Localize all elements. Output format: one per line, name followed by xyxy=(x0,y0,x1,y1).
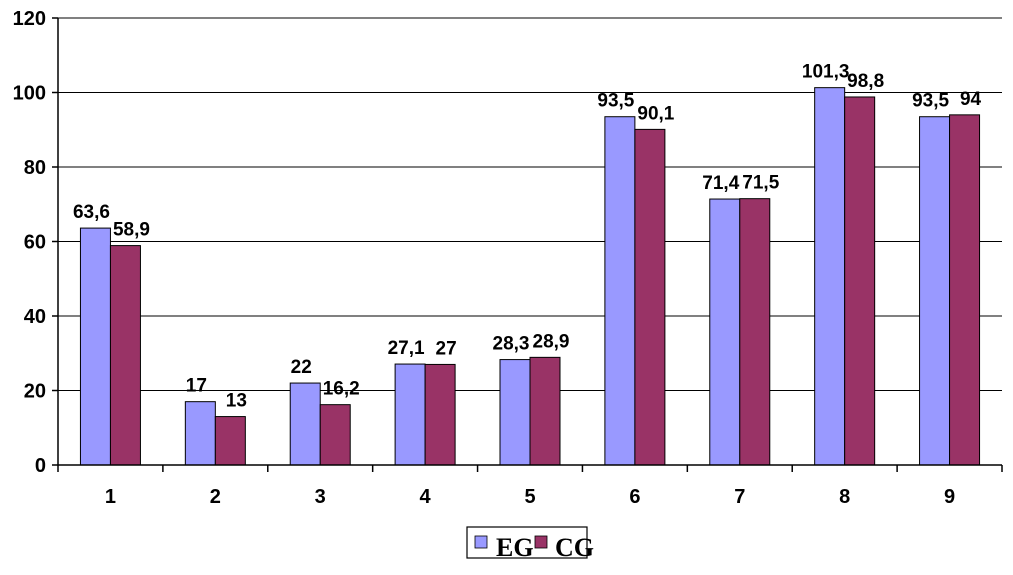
data-label: 27 xyxy=(436,338,457,359)
bar-eg-5 xyxy=(499,359,531,466)
legend-label-cg: CG xyxy=(555,533,594,562)
legend-swatch-cg xyxy=(534,535,548,549)
y-tick-label: 0 xyxy=(35,455,46,477)
bar-eg-3 xyxy=(289,382,321,466)
data-label: 94 xyxy=(960,89,982,110)
x-tick-label: 7 xyxy=(734,486,745,508)
data-label: 98,8 xyxy=(847,71,884,92)
y-tick-label: 60 xyxy=(24,232,46,254)
bar-cg-3 xyxy=(319,404,351,466)
y-tick-labels: 0 20 40 60 80 100 120 xyxy=(13,8,58,477)
data-label: 28,9 xyxy=(533,331,570,352)
bar-eg-2 xyxy=(184,401,216,466)
data-label: 13 xyxy=(226,391,247,412)
data-label: 16,2 xyxy=(323,379,360,400)
y-tick-label: 20 xyxy=(24,381,46,403)
data-label: 90,1 xyxy=(637,103,674,124)
data-label: 71,5 xyxy=(742,173,779,194)
bar-cg-1 xyxy=(109,245,141,466)
bar-eg-9 xyxy=(919,116,951,466)
bar-eg-1 xyxy=(79,227,111,466)
x-tick-label: 6 xyxy=(629,486,640,508)
data-label: 58,9 xyxy=(113,220,150,241)
data-label: 28,3 xyxy=(493,334,530,355)
x-tick-label: 5 xyxy=(524,486,535,508)
x-tick-label: 8 xyxy=(839,486,850,508)
x-tick-label: 4 xyxy=(420,486,432,508)
data-label: 71,4 xyxy=(702,173,739,194)
x-tick-label: 3 xyxy=(315,486,326,508)
bar-cg-5 xyxy=(529,356,561,466)
bars xyxy=(79,87,981,466)
data-label: 93,5 xyxy=(597,91,634,112)
data-label: 17 xyxy=(186,376,207,397)
bar-cg-4 xyxy=(424,363,456,466)
data-label: 63,6 xyxy=(73,202,110,223)
bar-eg-6 xyxy=(604,116,636,466)
bar-eg-8 xyxy=(814,87,846,466)
legend: EG CG xyxy=(466,526,594,562)
bar-cg-8 xyxy=(844,96,876,466)
y-tick-label: 120 xyxy=(13,8,46,30)
data-label: 22 xyxy=(291,357,312,378)
x-tick-labels: 1 2 3 4 5 6 7 8 9 xyxy=(57,465,1003,508)
x-tick-label: 9 xyxy=(944,486,955,508)
x-tick-label: 1 xyxy=(105,486,116,508)
data-label: 93,5 xyxy=(912,91,949,112)
legend-label-eg: EG xyxy=(496,533,534,562)
legend-swatch-eg xyxy=(474,535,488,549)
bar-eg-7 xyxy=(709,198,741,466)
y-tick-label: 100 xyxy=(13,83,46,105)
data-label: 27,1 xyxy=(388,338,425,359)
bar-eg-4 xyxy=(394,363,426,466)
y-tick-label: 40 xyxy=(24,306,46,328)
y-tick-label: 80 xyxy=(24,157,46,179)
bar-cg-7 xyxy=(739,198,771,466)
bar-cg-6 xyxy=(634,128,666,466)
bar-cg-2 xyxy=(214,416,246,466)
x-tick-label: 2 xyxy=(210,486,221,508)
data-label: 101,3 xyxy=(802,62,850,83)
bar-cg-9 xyxy=(949,114,981,466)
